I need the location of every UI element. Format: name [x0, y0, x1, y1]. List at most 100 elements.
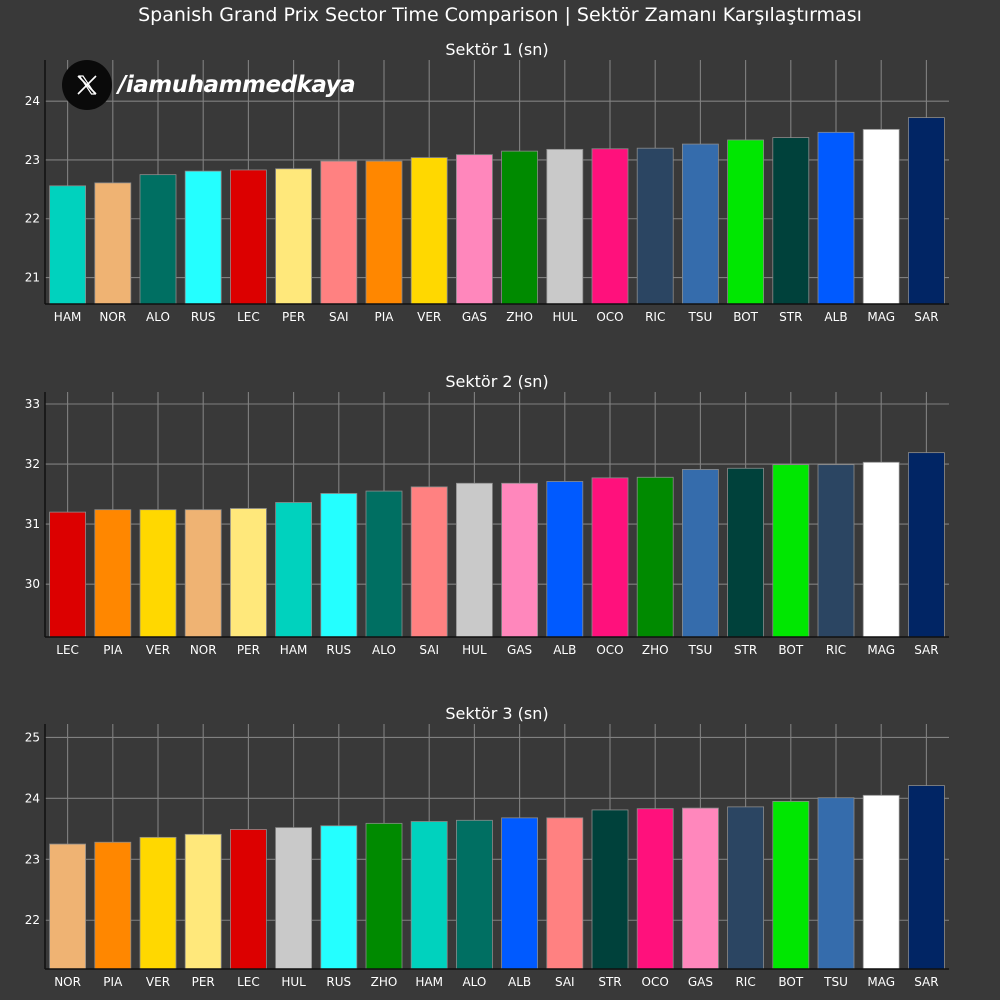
- x-tick-label: ALB: [508, 975, 531, 989]
- bar-str: [772, 137, 810, 305]
- x-tick-label: NOR: [99, 310, 126, 324]
- bar-mag: [862, 128, 900, 305]
- bar-nor: [94, 182, 132, 305]
- x-tick-label: PER: [192, 975, 215, 989]
- sector-chart-1: Sektör 1 (sn) 21 22 23 24 HAM NOR ALO RUS LEC PER S…: [25, 40, 949, 324]
- x-tick-label: BOT: [778, 643, 803, 657]
- x-tick-label: HUL: [281, 975, 306, 989]
- bar-per: [229, 508, 267, 638]
- x-tick-label: BOT: [733, 310, 758, 324]
- bar-sar: [908, 452, 945, 638]
- bar-nor: [184, 509, 222, 638]
- bar-alb: [817, 131, 855, 305]
- x-tick-label: VER: [417, 310, 441, 324]
- bar-tsu: [682, 469, 719, 638]
- x-tick-label: PER: [237, 643, 260, 657]
- x-tick-label: LEC: [237, 975, 260, 989]
- x-tick-label: RIC: [826, 643, 846, 657]
- y-tick-label: 31: [25, 517, 40, 531]
- bar-alb: [546, 481, 584, 638]
- x-tick-label: MAG: [867, 975, 895, 989]
- x-tick-label: GAS: [462, 310, 487, 324]
- bar-nor: [49, 843, 86, 970]
- bar-alo: [365, 490, 403, 638]
- y-tick-label: 23: [25, 153, 40, 167]
- x-tick-label: PIA: [103, 643, 123, 657]
- y-tick-label: 22: [25, 212, 40, 226]
- x-tick-label: HAM: [54, 310, 82, 324]
- bar-gas: [501, 482, 539, 638]
- bar-alo: [139, 174, 177, 305]
- x-tick-label: PIA: [375, 310, 395, 324]
- x-tick-label: RUS: [191, 310, 216, 324]
- bar-ric: [727, 806, 764, 970]
- bar-pia: [365, 160, 403, 305]
- bar-hul: [455, 482, 493, 638]
- bar-lec: [229, 829, 267, 970]
- bar-pia: [94, 509, 132, 638]
- bar-per: [184, 833, 222, 970]
- x-tick-label: SAR: [914, 975, 938, 989]
- x-tick-label: VER: [146, 643, 170, 657]
- bar-rus: [184, 170, 222, 305]
- bar-str: [727, 467, 764, 638]
- x-tick-label: HUL: [553, 310, 578, 324]
- x-tick-label: SAR: [914, 310, 938, 324]
- bar-sai: [320, 160, 358, 305]
- bar-ric: [817, 464, 855, 638]
- bar-sai: [546, 817, 584, 970]
- x-tick-label: ZHO: [642, 643, 669, 657]
- x-tick-label: STR: [779, 310, 802, 324]
- bar-sai: [410, 486, 448, 638]
- x-tick-label: OCO: [596, 643, 623, 657]
- bar-tsu: [682, 143, 719, 305]
- bar-str: [591, 809, 629, 970]
- x-tick-label: SAI: [555, 975, 575, 989]
- bar-mag: [862, 461, 900, 638]
- x-tick-label: RUS: [326, 643, 351, 657]
- x-tick-label: VER: [146, 975, 170, 989]
- x-tick-label: BOT: [778, 975, 803, 989]
- bar-rus: [320, 825, 358, 970]
- x-tick-label: TSU: [688, 310, 713, 324]
- bar-oco: [591, 148, 629, 305]
- bar-mag: [862, 794, 900, 970]
- x-tick-label: LEC: [237, 310, 260, 324]
- bar-ver: [139, 836, 177, 970]
- y-tick-label: 25: [25, 730, 40, 744]
- x-tick-label: SAI: [329, 310, 349, 324]
- bar-ham: [49, 185, 86, 305]
- bar-alo: [455, 819, 493, 970]
- x-tick-label: SAI: [419, 643, 439, 657]
- y-tick-label: 24: [25, 791, 40, 805]
- bar-zho: [636, 476, 674, 638]
- x-tick-label: GAS: [688, 975, 713, 989]
- x-tick-label: PIA: [103, 975, 123, 989]
- x-tick-label: STR: [598, 975, 621, 989]
- x-tick-label: RIC: [645, 310, 665, 324]
- x-tick-label: ZHO: [371, 975, 398, 989]
- watermark: /iamuhammedkaya: [62, 60, 356, 110]
- bar-oco: [591, 477, 629, 638]
- x-tick-label: HAM: [280, 643, 308, 657]
- x-tick-label: TSU: [823, 975, 848, 989]
- bar-oco: [636, 808, 674, 970]
- bar-ver: [410, 157, 448, 305]
- bar-ham: [410, 821, 448, 970]
- y-tick-label: 32: [25, 457, 40, 471]
- bar-pia: [94, 841, 132, 970]
- chart-title: Sektör 2 (sn): [445, 372, 548, 391]
- y-tick-label: 22: [25, 913, 40, 927]
- x-tick-label: GAS: [507, 643, 532, 657]
- x-tick-label: NOR: [54, 975, 81, 989]
- bar-zho: [501, 150, 539, 305]
- bar-gas: [455, 154, 493, 305]
- bar-sar: [908, 117, 945, 305]
- y-tick-label: 23: [25, 852, 40, 866]
- bar-lec: [49, 511, 86, 638]
- x-tick-label: ALB: [824, 310, 847, 324]
- bar-sar: [908, 785, 945, 970]
- x-tick-label: ALB: [553, 643, 576, 657]
- x-tick-label: ZHO: [506, 310, 533, 324]
